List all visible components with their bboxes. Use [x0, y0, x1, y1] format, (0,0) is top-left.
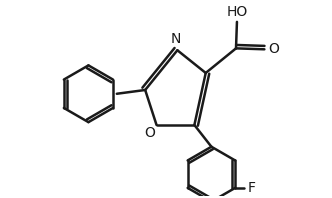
- Text: O: O: [268, 42, 279, 56]
- Text: F: F: [247, 181, 255, 195]
- Text: N: N: [170, 31, 181, 46]
- Text: O: O: [144, 126, 155, 140]
- Text: HO: HO: [226, 5, 248, 19]
